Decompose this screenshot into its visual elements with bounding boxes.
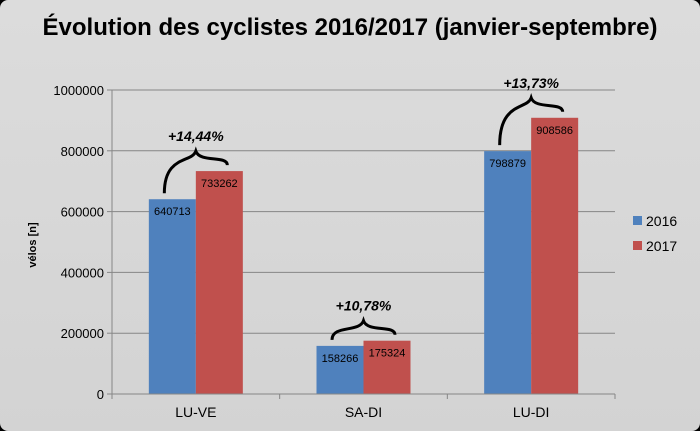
data-label: 640713 bbox=[154, 206, 191, 218]
percent-annotation: +14,44% bbox=[168, 128, 224, 144]
data-label: 733262 bbox=[201, 178, 238, 190]
bar-2017-lu-ve bbox=[195, 171, 243, 394]
chart-title: Évolution des cyclistes 2016/2017 (janvi… bbox=[43, 13, 658, 41]
x-tick-label: LU-VE bbox=[175, 404, 216, 420]
y-tick-labels: 0 200000 400000 600000 800000 1000000 bbox=[53, 83, 104, 402]
brace bbox=[162, 146, 229, 194]
legend: 2016 2017 bbox=[633, 213, 677, 254]
y-tick-label: 1000000 bbox=[53, 83, 104, 98]
percent-annotation: +13,73% bbox=[503, 75, 559, 91]
x-tick-labels: LU-VE SA-DI LU-DI bbox=[175, 404, 549, 420]
annotations: +14,44% +10,78% +13,73% bbox=[162, 75, 565, 341]
data-label: 908586 bbox=[536, 125, 573, 137]
legend-label-2017: 2017 bbox=[646, 238, 677, 254]
bar-2017-lu-di bbox=[531, 117, 579, 394]
y-tick-label: 400000 bbox=[61, 265, 104, 280]
brace bbox=[498, 93, 565, 146]
x-tick-label: SA-DI bbox=[345, 404, 382, 420]
bar-2016-sa-di bbox=[316, 345, 364, 394]
y-axis-label: vélos [n] bbox=[27, 222, 39, 268]
data-label: 175324 bbox=[369, 348, 406, 360]
y-tick-label: 600000 bbox=[61, 205, 104, 220]
y-tick-label: 0 bbox=[97, 387, 104, 402]
bars bbox=[148, 117, 579, 394]
legend-label-2016: 2016 bbox=[646, 213, 677, 229]
axes bbox=[107, 89, 616, 399]
bar-2017-sa-di bbox=[363, 340, 411, 394]
bar-2016-lu-di bbox=[484, 151, 532, 394]
percent-annotation: +10,78% bbox=[336, 298, 392, 314]
data-label: 798879 bbox=[489, 158, 526, 170]
x-tick-label: LU-DI bbox=[513, 404, 550, 420]
data-label: 158266 bbox=[322, 353, 359, 365]
bar-2016-lu-ve bbox=[148, 199, 196, 394]
brace bbox=[330, 315, 397, 341]
y-tick-label: 200000 bbox=[61, 326, 104, 341]
legend-swatch-2016 bbox=[633, 216, 642, 225]
y-tick-label: 800000 bbox=[61, 144, 104, 159]
legend-swatch-2017 bbox=[633, 241, 642, 250]
data-labels: 640713 733262 158266 175324 798879 908586 bbox=[154, 125, 573, 365]
